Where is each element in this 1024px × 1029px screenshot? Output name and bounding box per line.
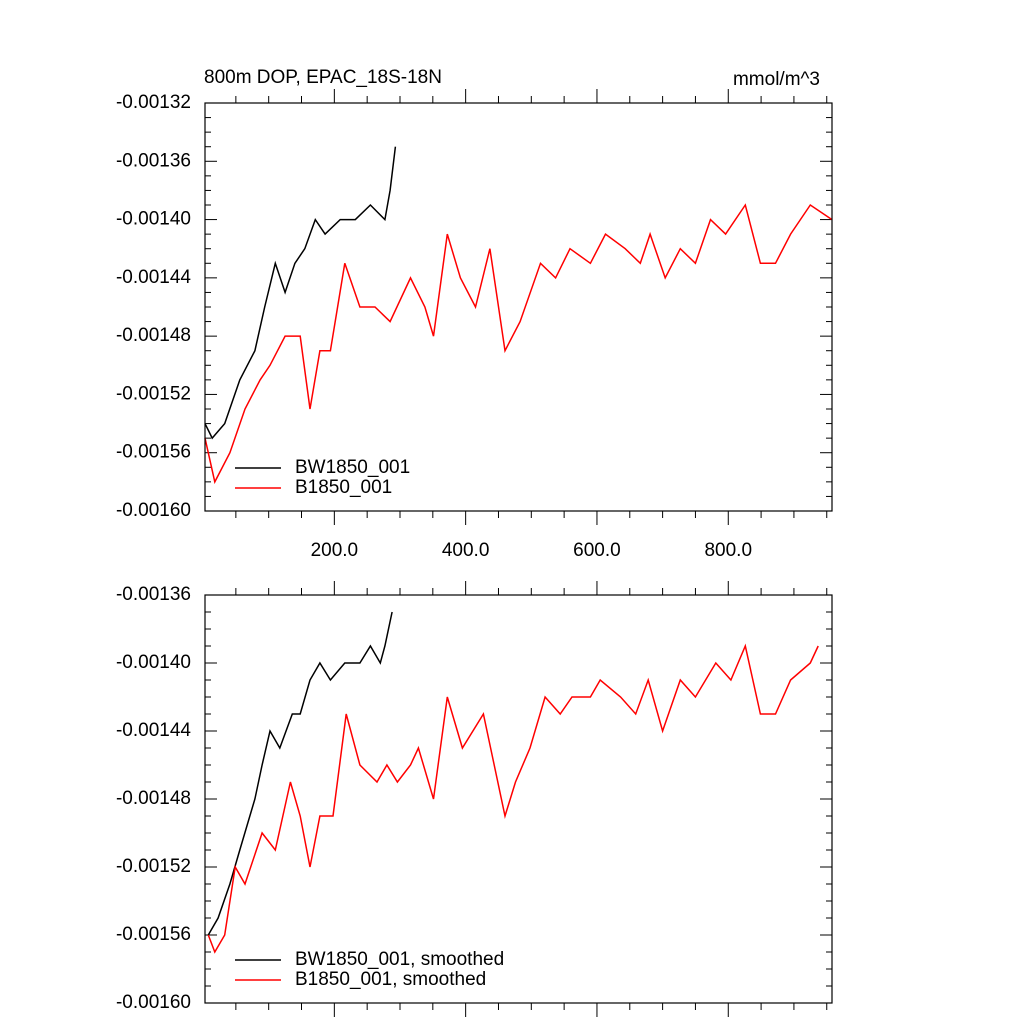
x-tick-label: 600.0 (573, 540, 621, 561)
y-tick-label: -0.00160 (116, 992, 191, 1013)
series-line (204, 146, 397, 440)
y-tick-label: -0.00156 (116, 442, 191, 463)
legend-label: BW1850_001, smoothed (295, 949, 504, 970)
units-label: mmol/m^3 (733, 69, 820, 90)
y-tick-label: -0.00148 (116, 788, 191, 809)
y-tick-label: -0.00152 (116, 383, 191, 404)
y-tick-label: -0.00144 (116, 720, 191, 741)
y-tick-label: -0.00152 (116, 856, 191, 877)
y-tick-label: -0.00132 (116, 92, 191, 113)
y-tick-label: -0.00140 (116, 652, 191, 673)
legend-label: BW1850_001 (295, 457, 410, 478)
series-line (204, 203, 833, 485)
x-tick-label: 400.0 (442, 540, 490, 561)
y-tick-label: -0.00140 (116, 209, 191, 230)
y-tick-label: -0.00156 (116, 924, 191, 945)
x-tick-label: 800.0 (704, 540, 752, 561)
series-line (207, 643, 819, 954)
y-tick-label: -0.00148 (116, 325, 191, 346)
chart-title: 800m DOP, EPAC_18S-18N (204, 67, 442, 88)
y-tick-label: -0.00160 (116, 500, 191, 521)
y-tick-label: -0.00136 (116, 150, 191, 171)
legend-label: B1850_001, smoothed (295, 969, 486, 990)
x-tick-label: 200.0 (311, 540, 359, 561)
legend-label: B1850_001 (295, 477, 392, 498)
y-tick-label: -0.00136 (116, 584, 191, 605)
y-tick-label: -0.00144 (116, 267, 191, 288)
plot-frame (204, 594, 833, 1004)
series-line (207, 611, 393, 936)
plot-frame (204, 102, 833, 512)
